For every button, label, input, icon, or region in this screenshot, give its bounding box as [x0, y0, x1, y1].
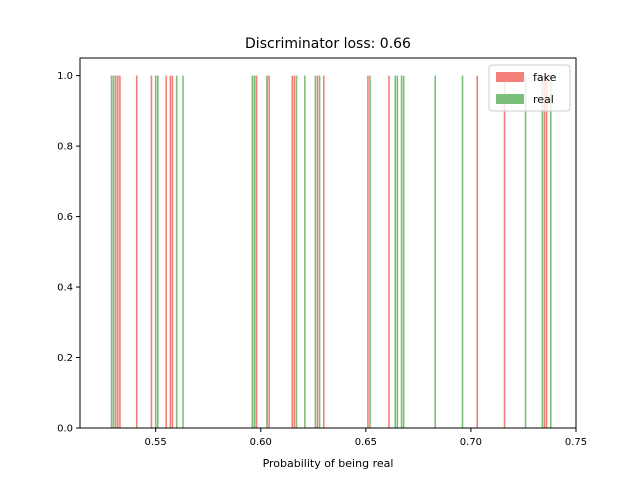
y-tick-label: 0.8: [57, 142, 73, 153]
bar-real: [524, 75, 527, 429]
bar-fake: [150, 75, 153, 429]
bar-real: [396, 75, 399, 429]
bar-fake: [291, 75, 294, 429]
bar-fake: [503, 75, 506, 429]
y-tick-label: 0.4: [57, 283, 73, 294]
bar-fake: [293, 75, 296, 429]
bar-real: [251, 75, 254, 429]
bar-fake: [165, 75, 167, 429]
bar-real: [314, 75, 317, 429]
bar-real: [434, 75, 436, 429]
legend-swatch-fake: [496, 72, 524, 82]
x-tick-label: 0.55: [145, 437, 167, 448]
bar-real: [154, 75, 157, 429]
bar-real: [266, 75, 268, 429]
bar-fake: [114, 75, 117, 429]
bar-fake: [169, 75, 172, 429]
bars: [110, 75, 552, 429]
bar-real: [295, 75, 298, 429]
y-axis-ticks: 0.0 0.2 0.4 0.6 0.8 1.0: [57, 71, 80, 435]
bar-real: [110, 75, 113, 429]
y-tick-label: 0.2: [57, 353, 73, 364]
bar-real: [304, 75, 306, 429]
bar-real: [541, 75, 544, 429]
legend-label-fake: fake: [533, 71, 557, 84]
bar-fake: [388, 75, 390, 429]
bar-fake: [367, 75, 369, 429]
bar-real: [253, 75, 256, 429]
bar-fake: [545, 75, 548, 429]
bar-real: [369, 75, 371, 429]
bar-fake: [117, 75, 119, 429]
plot-frame: [79, 57, 577, 429]
x-axis-ticks: 0.55 0.60 0.65 0.70 0.75: [145, 428, 587, 448]
legend: fake real: [488, 64, 571, 112]
x-tick-label: 0.60: [250, 437, 272, 448]
legend-swatch-real: [496, 94, 524, 104]
y-tick-label: 0.6: [57, 212, 73, 223]
x-tick-label: 0.65: [355, 437, 377, 448]
chart-title: Discriminator loss: 0.66: [245, 36, 411, 52]
bar-fake: [268, 75, 270, 429]
x-tick-label: 0.70: [460, 437, 482, 448]
bar-real: [402, 75, 405, 429]
legend-box: [488, 64, 571, 112]
x-tick-label: 0.75: [565, 437, 587, 448]
bar-fake: [476, 75, 479, 429]
bar-real: [400, 75, 403, 429]
bar-fake: [543, 75, 546, 429]
bar-real: [318, 75, 321, 429]
bar-fake: [255, 75, 258, 429]
y-tick-label: 1.0: [57, 71, 73, 82]
x-axis-label: Probability of being real: [263, 457, 394, 470]
bar-real: [175, 75, 178, 429]
bar-fake: [171, 75, 174, 429]
bar-real: [394, 75, 397, 429]
bar-fake: [316, 75, 319, 429]
bar-real: [549, 75, 552, 429]
y-tick-label: 0.0: [57, 424, 73, 435]
bar-real: [461, 75, 464, 429]
bar-fake: [119, 75, 121, 429]
bar-fake: [323, 75, 325, 429]
legend-label-real: real: [533, 93, 554, 106]
bar-real: [156, 75, 159, 429]
bar-real: [112, 75, 115, 429]
bar-fake: [135, 75, 138, 429]
bar-real: [182, 75, 184, 429]
